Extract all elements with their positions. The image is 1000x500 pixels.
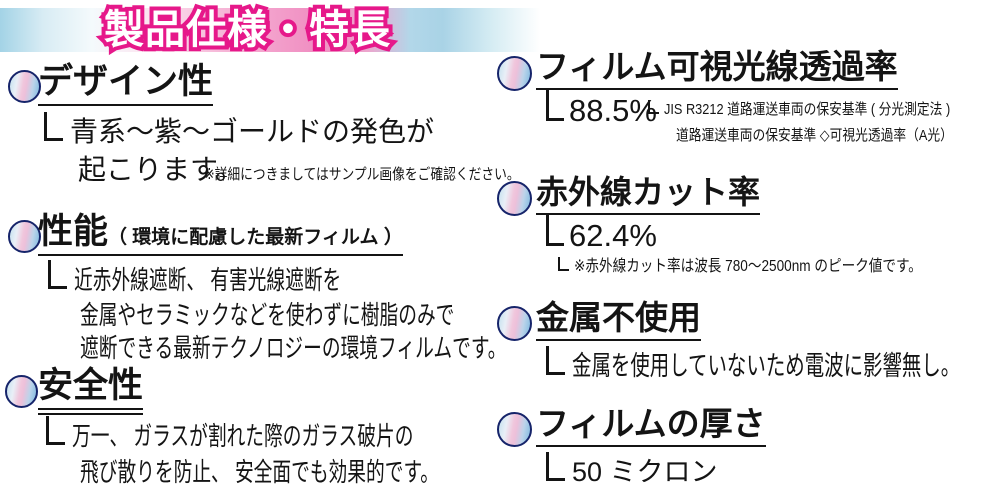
heading-note: （ 環境に配慮した最新フィルム ）	[108, 227, 403, 248]
branch-line-icon	[648, 100, 659, 114]
section-heading-vlt: フィルム可視光線透過率	[536, 49, 898, 90]
spec-value: 88.5%	[569, 93, 657, 128]
branch-line-icon	[546, 346, 565, 375]
gradient-circle-icon	[497, 56, 532, 91]
gradient-circle-icon	[497, 412, 532, 447]
branch-line-icon	[46, 416, 65, 445]
section-heading-performance: 性能（ 環境に配慮した最新フィルム ）	[38, 213, 403, 256]
feature-line: 近赤外線遮断、 有害光線遮断を	[48, 260, 445, 297]
section-heading-safety: 安全性	[38, 367, 144, 415]
title-banner: 製品仕様・特長	[0, 4, 540, 56]
footnote: 道路運送車両の保安基準 ◇可視光透過率（A光）	[676, 127, 953, 144]
branch-line-icon	[546, 215, 564, 246]
feature-line: 金属を使用していないため電波に影響無し。	[546, 344, 1000, 383]
gradient-circle-icon	[497, 306, 532, 341]
spec-value-row: 62.4%	[546, 215, 657, 254]
section-heading-design: デザイン性	[38, 63, 214, 106]
page-title: 製品仕様・特長	[100, 4, 394, 56]
branch-line-icon	[558, 257, 569, 271]
gradient-circle-icon	[8, 70, 41, 103]
footnote: JIS R3212 道路運送車両の保安基準 ( 分光測定法 )	[648, 98, 1000, 119]
gradient-circle-icon	[8, 220, 41, 253]
gradient-circle-icon	[5, 375, 38, 408]
feature-line: 飛び散りを防止、 安全面でも効果的です。	[80, 457, 440, 487]
branch-line-icon	[546, 90, 564, 121]
footnote: ※赤外線カット率は波長 780〜2500nm のピーク値です。	[558, 252, 983, 276]
spec-value-row: 50 ミクロン	[546, 450, 718, 489]
footnote: ※詳細につきましてはサンプル画像をご確認ください。	[204, 166, 520, 183]
branch-line-icon	[546, 452, 565, 481]
gradient-circle-icon	[497, 181, 532, 216]
feature-line: 万一、 ガラスが割れた際のガラス破片の	[46, 416, 546, 453]
feature-line: 金属やセラミックなどを使わずに樹脂のみで	[80, 300, 455, 330]
spec-value-row: 88.5%	[546, 90, 657, 129]
section-heading-ir-cut: 赤外線カット率	[536, 175, 761, 215]
feature-line: 青系〜紫〜ゴールドの発色が	[44, 110, 434, 150]
feature-line: 遮断できる最新テクノロジーの環境フィルムです。	[80, 333, 507, 363]
section-heading-thickness: フィルムの厚さ	[536, 406, 766, 447]
branch-line-icon	[44, 112, 63, 141]
spec-value: 50 ミクロン	[572, 457, 718, 487]
section-heading-metal-free: 金属不使用	[536, 300, 701, 341]
spec-value: 62.4%	[569, 218, 657, 253]
branch-line-icon	[48, 260, 67, 289]
feature-line: 起こります。	[78, 154, 244, 185]
